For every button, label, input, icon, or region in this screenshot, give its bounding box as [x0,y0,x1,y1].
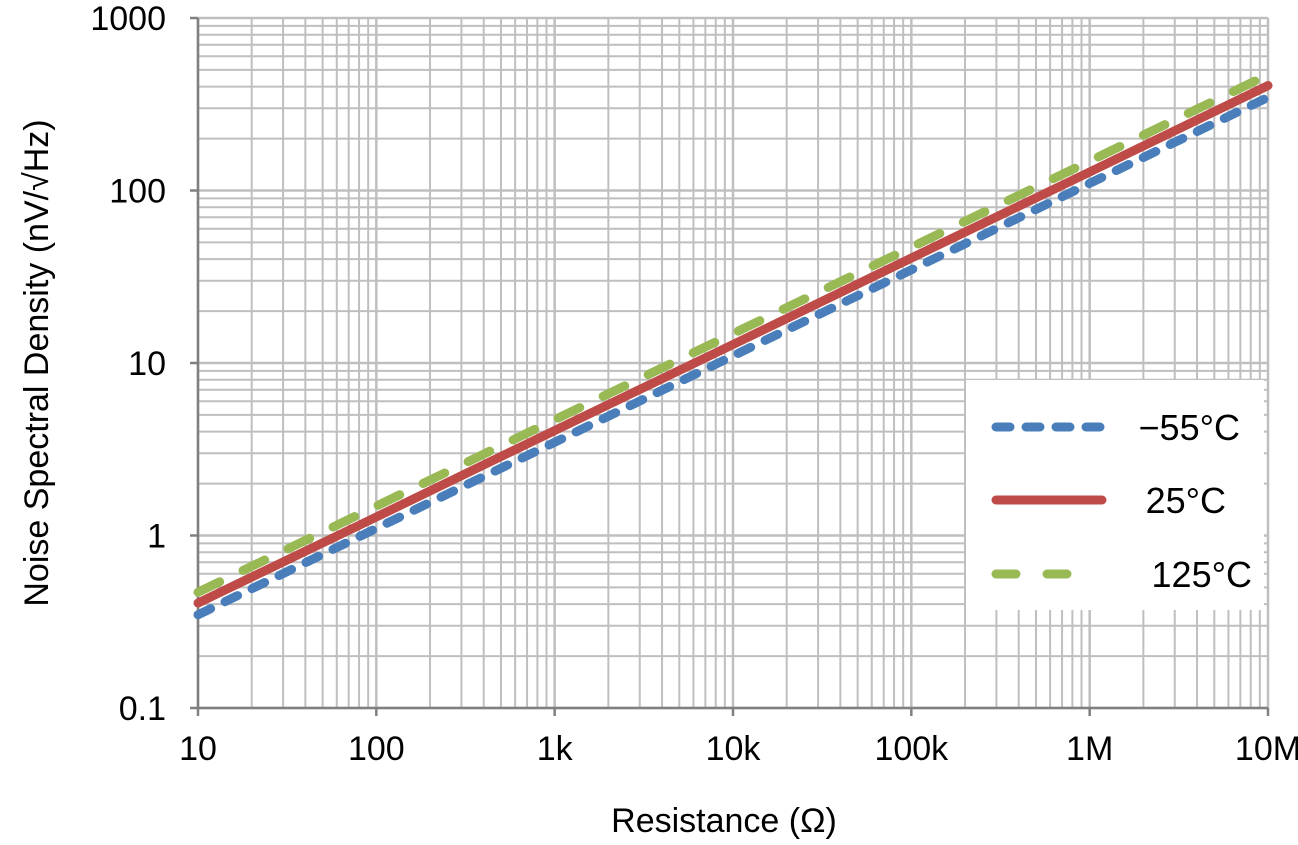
y-tick-label: 1 [147,518,166,556]
series-lines [193,70,1273,620]
legend: −55°C 25°C 125°C [966,380,1264,610]
legend-label: 125°C [1152,554,1252,595]
legend-label: −55°C [1139,407,1240,448]
x-tick-label: 100 [348,730,405,768]
axes [190,16,1270,716]
x-tick-label: 10M [1235,730,1298,768]
series-line-0 [193,92,1273,620]
x-axis-label: Resistance (Ω) [611,802,837,840]
x-tick-label: 10k [706,730,762,768]
y-axis-label: Noise Spectral Density (nV/√Hz) [18,119,56,606]
series-line-1 [193,81,1273,608]
y-tick-label: 10 [128,345,166,383]
legend-label: 25°C [1146,480,1226,521]
x-tick-label: 1k [537,730,574,768]
series-line-2 [193,70,1273,597]
y-tick-label: 100 [109,173,166,211]
tick-labels: 10 100 1k 10k 100k 1M 10M 0.1 1 10 100 1000 [90,0,1298,768]
y-tick-label: 1000 [90,0,166,38]
x-tick-label: 100k [874,730,949,768]
x-tick-label: 1M [1066,730,1113,768]
y-tick-label: 0.1 [119,690,166,728]
x-tick-label: 10 [179,730,217,768]
